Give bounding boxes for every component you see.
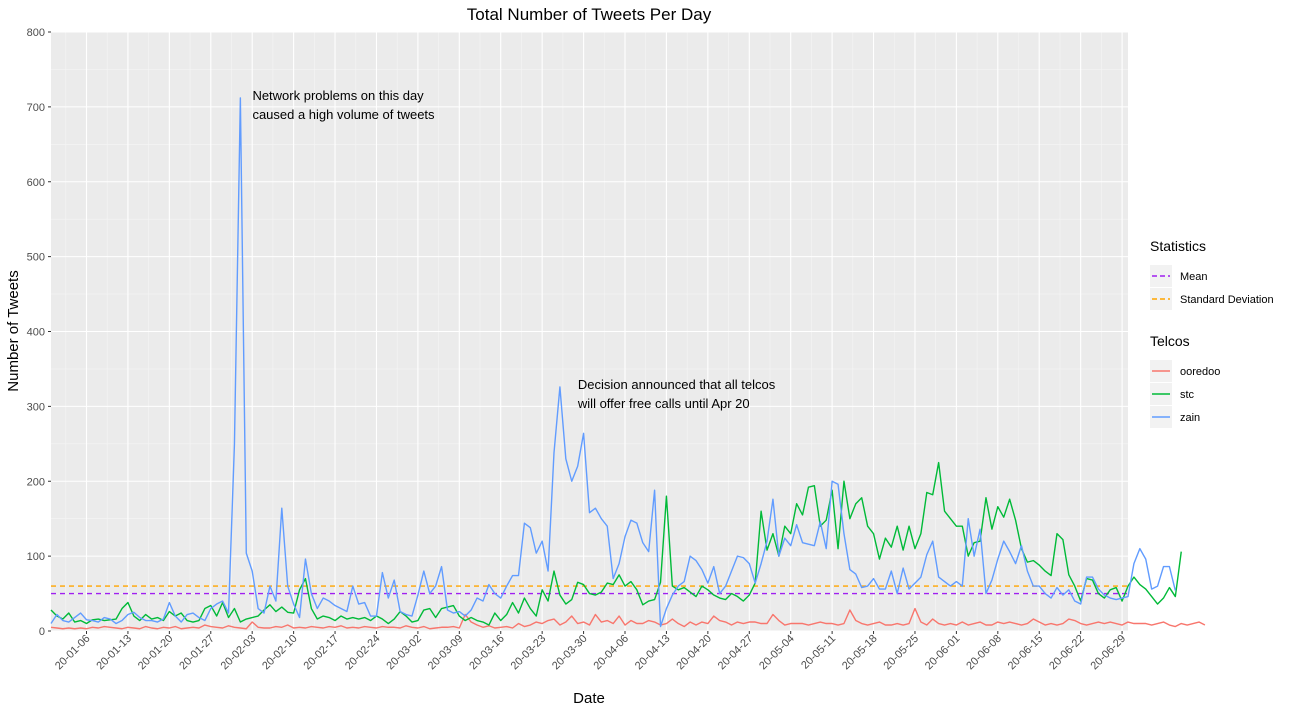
annotation-text: Network problems on this day — [252, 88, 424, 103]
x-axis-label: Date — [573, 690, 605, 707]
y-tick-label: 400 — [27, 327, 45, 339]
x-tick-label: 20-06-08 — [964, 633, 1004, 673]
x-tick-label: 20-03-02 — [384, 633, 424, 673]
series-line-ooredoo — [50, 607, 1206, 630]
legend-label-ooredoo: ooredoo — [1180, 366, 1220, 378]
y-tick-label: 700 — [27, 102, 45, 114]
y-tick-label: 600 — [27, 177, 45, 189]
y-tick-label: 300 — [27, 401, 45, 413]
y-axis-label: Number of Tweets — [5, 270, 22, 391]
x-tick-label: 20-04-20 — [674, 633, 714, 673]
legend-label-standard-deviation: Standard Deviation — [1180, 294, 1274, 306]
x-tick-label: 20-06-22 — [1047, 633, 1087, 673]
x-tick-label: 20-04-27 — [716, 633, 756, 673]
x-tick-label: 20-01-06 — [53, 633, 93, 673]
grid-major-lines — [51, 31, 1128, 632]
x-tick-label: 20-03-16 — [467, 633, 507, 673]
legend: Statistics Mean Standard Deviation Telcos oo… — [1150, 238, 1274, 428]
legend-label-zain: zain — [1180, 412, 1200, 424]
x-tick-label: 20-03-30 — [550, 633, 590, 673]
x-tick-label: 20-03-09 — [426, 633, 466, 673]
x-tick-label: 20-05-11 — [799, 633, 838, 672]
annotations: Network problems on this day caused a hig… — [252, 88, 775, 411]
x-tick-label: 20-01-27 — [177, 633, 217, 673]
series-line-stc — [50, 461, 1182, 626]
x-tick-label: 20-04-06 — [591, 633, 631, 673]
x-tick-label: 20-02-03 — [219, 633, 259, 673]
y-tick-label: 200 — [27, 476, 45, 488]
x-tick-label: 20-05-25 — [881, 633, 921, 673]
x-tick-label: 20-02-10 — [260, 633, 300, 673]
x-tick-label: 20-05-04 — [757, 633, 797, 673]
chart-title: Total Number of Tweets Per Day — [467, 5, 712, 24]
series-line-zain — [50, 97, 1177, 628]
x-tick-label: 20-04-13 — [633, 633, 673, 673]
legend-label-stc: stc — [1180, 389, 1195, 401]
x-axis: 20-01-06 20-01-13 20-01-20 20-01-27 20-02-03… — [53, 631, 1128, 672]
legend-title: Statistics — [1150, 238, 1206, 254]
legend-label-mean: Mean — [1180, 271, 1208, 283]
legend-title: Telcos — [1150, 333, 1190, 349]
x-tick-label: 20-06-01 — [923, 633, 963, 673]
y-tick-label: 100 — [27, 551, 45, 563]
x-tick-label: 20-06-15 — [1006, 633, 1046, 673]
annotation-text: caused a high volume of tweets — [252, 107, 435, 122]
x-tick-label: 20-02-24 — [343, 633, 383, 673]
y-axis: 0 100 200 300 400 500 600 700 800 — [27, 27, 51, 638]
annotation-text: Decision announced that all telcos — [578, 377, 776, 392]
x-tick-label: 20-03-23 — [509, 633, 549, 673]
x-tick-label: 20-06-29 — [1089, 633, 1129, 673]
series-lines — [50, 97, 1206, 630]
y-tick-label: 500 — [27, 252, 45, 264]
x-tick-label: 20-01-20 — [136, 633, 176, 673]
annotation-text: will offer free calls until Apr 20 — [577, 396, 750, 411]
x-tick-label: 20-01-13 — [94, 633, 134, 673]
y-tick-label: 0 — [39, 626, 45, 638]
y-tick-label: 800 — [27, 27, 45, 39]
x-tick-label: 20-05-18 — [840, 633, 880, 673]
x-tick-label: 20-02-17 — [302, 633, 342, 673]
